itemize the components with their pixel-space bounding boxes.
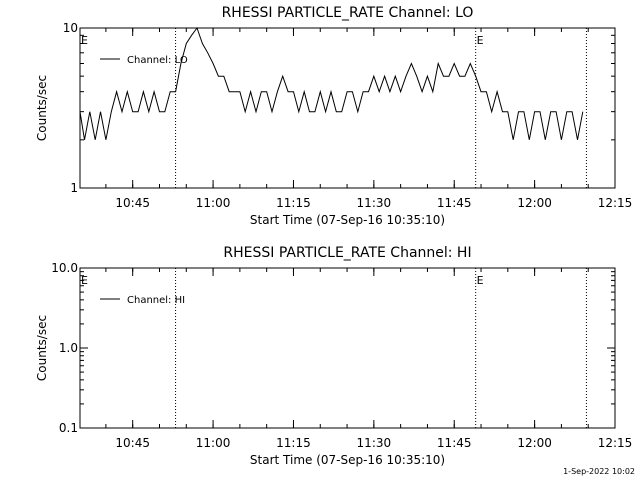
y-axis-label: Counts/sec <box>35 75 49 141</box>
x-axis-label: Start Time (07-Sep-16 10:35:10) <box>250 453 445 467</box>
plot-frame <box>79 267 616 429</box>
hi-channel-panel: RHESSI PARTICLE_RATE Channel: HI 10:45 11:… <box>35 245 632 467</box>
y-tick-label: 1 <box>70 181 78 195</box>
event-label: E <box>81 274 88 287</box>
y-tick-label: 10.0 <box>51 261 78 275</box>
event-label: E <box>477 274 484 287</box>
x-tick-label: 12:00 <box>517 436 552 450</box>
x-tick-label: 12:15 <box>598 436 633 450</box>
event-label: E <box>477 34 484 47</box>
x-tick-label: 11:00 <box>196 196 231 210</box>
y-tick-label: 10 <box>63 21 78 35</box>
y-axis-label: Counts/sec <box>35 315 49 381</box>
x-tick-label: 12:15 <box>598 196 633 210</box>
x-tick-label: 10:45 <box>115 196 150 210</box>
x-tick-label: 11:30 <box>357 196 392 210</box>
lo-channel-panel: RHESSI PARTICLE_RATE Channel: LO 10:45 11:… <box>35 5 632 227</box>
x-tick-label: 12:00 <box>517 196 552 210</box>
event-label: E <box>81 34 88 47</box>
x-tick-label: 11:45 <box>437 436 472 450</box>
x-tick-label: 11:00 <box>196 436 231 450</box>
x-tick-label: 11:15 <box>276 196 311 210</box>
legend-label: Channel: LO <box>127 55 188 66</box>
plot-frame <box>79 27 616 189</box>
chart-title: RHESSI PARTICLE_RATE Channel: LO <box>222 5 474 21</box>
x-tick-label: 11:30 <box>357 436 392 450</box>
x-tick-label: 11:15 <box>276 436 311 450</box>
legend-label: Channel: HI <box>127 295 185 306</box>
x-axis-label: Start Time (07-Sep-16 10:35:10) <box>250 213 445 227</box>
chart-title: RHESSI PARTICLE_RATE Channel: HI <box>223 245 471 261</box>
y-tick-label: 0.1 <box>59 421 78 435</box>
x-tick-label: 10:45 <box>115 436 150 450</box>
y-tick-label: 1.0 <box>59 341 78 355</box>
x-tick-label: 11:45 <box>437 196 472 210</box>
series-line <box>79 26 584 140</box>
generation-timestamp: 1-Sep-2022 10:02 <box>563 467 635 476</box>
